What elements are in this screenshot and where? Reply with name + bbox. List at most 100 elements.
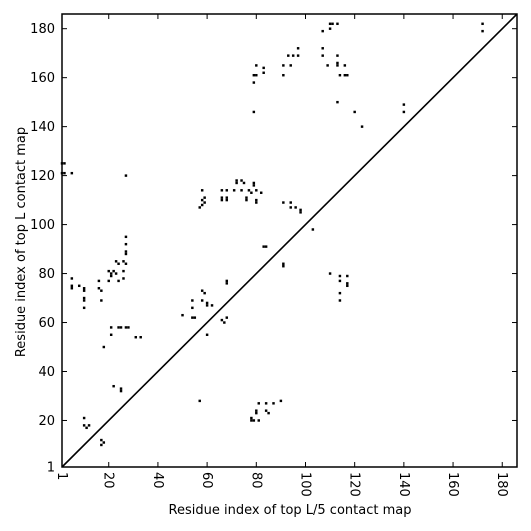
contact-point-top-l — [338, 299, 342, 302]
contact-point-top-l — [240, 189, 243, 192]
contact-point-top-l — [289, 64, 292, 67]
contact-point-top-l — [107, 269, 110, 273]
contact-point-top-l5 — [272, 402, 275, 405]
contact-point-top-l — [287, 54, 290, 57]
contact-point-top-l5 — [264, 409, 268, 412]
contact-point-top-l5 — [250, 416, 253, 420]
contact-point-top-l5 — [255, 411, 258, 415]
contact-point-top-l — [336, 54, 339, 57]
contact-point-top-l — [220, 198, 224, 202]
contact-point-top-l — [252, 81, 256, 84]
contact-point-top-l — [220, 196, 224, 199]
contact-point-top-l — [200, 299, 204, 302]
contact-point-top-l — [191, 316, 194, 319]
contact-point-top-l — [262, 66, 265, 70]
contact-point-top-l — [220, 189, 224, 192]
contact-point-top-l — [117, 326, 120, 329]
y-tick-label: 160 — [30, 71, 55, 86]
contact-point-top-l5 — [119, 387, 123, 390]
contact-point-top-l — [481, 22, 484, 26]
x-tick-label: 100 — [297, 472, 312, 497]
contact-point-top-l5 — [119, 389, 123, 393]
contact-point-top-l — [205, 301, 209, 305]
contact-point-top-l — [225, 196, 229, 199]
x-tick-label: 40 — [150, 472, 165, 489]
contact-point-top-l — [124, 326, 128, 329]
contact-point-top-l — [124, 250, 128, 253]
contact-point-top-l — [252, 73, 256, 77]
contact-point-top-l5 — [267, 411, 270, 415]
contact-point-top-l — [338, 279, 342, 283]
contact-point-top-l — [262, 71, 265, 74]
contact-point-top-l — [223, 321, 226, 324]
x-tick-label: 1 — [54, 472, 69, 480]
y-tick-label: 40 — [38, 365, 55, 380]
y-axis-label: Residue index of top L contact map — [14, 127, 29, 357]
contact-point-top-l — [70, 287, 74, 290]
contact-point-top-l — [336, 64, 339, 67]
contact-point-top-l — [82, 296, 86, 300]
x-tick-label: 160 — [445, 472, 460, 497]
contact-point-top-l — [247, 189, 251, 192]
contact-point-top-l — [100, 299, 103, 302]
contact-point-top-l — [291, 54, 295, 57]
contact-point-top-l — [321, 29, 324, 33]
contact-point-top-l — [225, 279, 229, 283]
contact-point-top-l — [338, 73, 342, 77]
contact-point-top-l — [225, 198, 229, 202]
x-tick-label: 60 — [199, 472, 214, 489]
contact-point-top-l — [63, 171, 66, 175]
contact-point-top-l — [245, 196, 248, 199]
contact-point-top-l5 — [257, 402, 260, 405]
contact-point-top-l — [402, 103, 406, 106]
y-tick-label: 80 — [38, 267, 55, 282]
contact-point-top-l — [97, 287, 101, 290]
contact-point-top-l — [252, 110, 256, 114]
y-tick-label: 100 — [30, 218, 55, 233]
contact-point-top-l — [255, 201, 258, 204]
contact-point-top-l — [252, 184, 256, 187]
contact-point-top-l — [353, 110, 356, 114]
contact-point-top-l — [119, 326, 123, 329]
contact-point-top-l — [210, 304, 214, 307]
diagonal-line — [61, 13, 518, 468]
contact-point-top-l — [117, 279, 120, 283]
contact-point-top-l — [127, 326, 130, 329]
contact-point-top-l — [191, 306, 194, 310]
contact-point-top-l — [343, 64, 347, 67]
contact-point-top-l — [282, 262, 285, 265]
contact-point-top-l — [346, 282, 349, 285]
x-tick-label: 80 — [248, 472, 263, 489]
contact-point-top-l — [336, 61, 339, 65]
contact-point-top-l — [198, 206, 201, 209]
contact-point-top-l — [296, 47, 300, 50]
contact-point-top-l — [203, 201, 206, 204]
contact-point-top-l — [360, 125, 364, 128]
contact-point-top-l — [112, 269, 115, 273]
x-tick-label: 180 — [494, 472, 509, 497]
contact-point-top-l — [336, 22, 339, 26]
contact-point-top-l — [321, 54, 324, 57]
contact-point-top-l — [235, 179, 238, 182]
contact-point-top-l — [252, 181, 256, 185]
contact-point-top-l — [124, 242, 128, 246]
contact-point-top-l — [220, 318, 224, 322]
contact-point-top-l5 — [250, 419, 253, 422]
contact-point-top-l — [109, 326, 113, 329]
contact-point-top-l — [191, 299, 194, 302]
y-tick-label: 1 — [47, 461, 55, 476]
contact-point-top-l — [235, 181, 238, 185]
contact-point-top-l — [82, 289, 86, 292]
contact-point-top-l — [203, 291, 206, 295]
contact-point-top-l — [82, 306, 86, 310]
contact-point-top-l — [82, 287, 86, 290]
contact-point-top-l — [299, 208, 302, 212]
contact-point-top-l — [255, 73, 258, 77]
contact-point-top-l5 — [255, 409, 258, 412]
contact-point-top-l — [117, 262, 120, 265]
contact-point-top-l — [481, 29, 484, 33]
contact-point-top-l — [402, 110, 406, 114]
contact-point-top-l — [328, 27, 332, 30]
contact-point-top-l — [346, 284, 349, 288]
contact-point-top-l — [124, 252, 128, 256]
